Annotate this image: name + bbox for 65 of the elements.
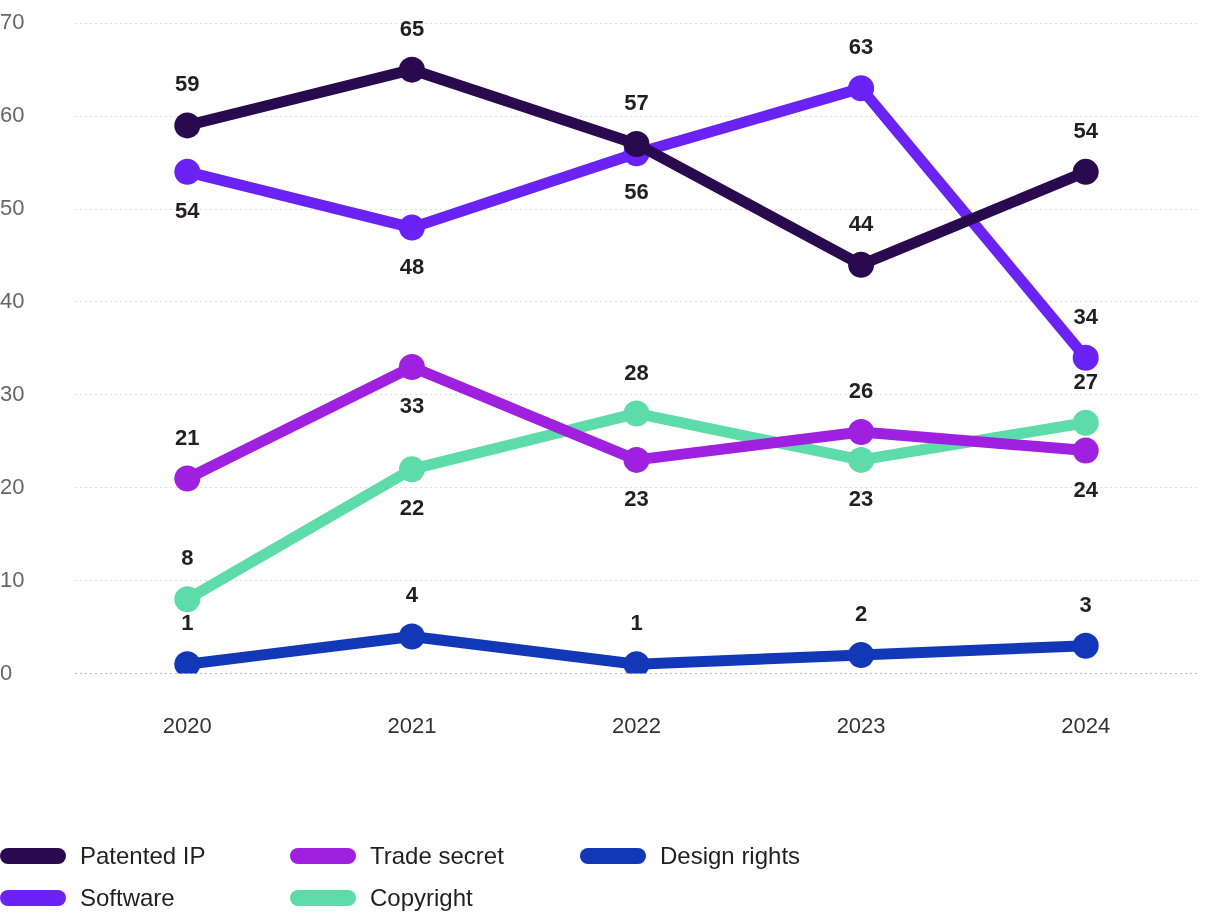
data-label: 56 <box>624 179 649 205</box>
legend-label: Design rights <box>660 842 801 870</box>
x-tick-label: 2022 <box>612 712 661 738</box>
point <box>848 75 875 102</box>
data-label: 44 <box>848 210 875 236</box>
data-label: 54 <box>175 197 201 223</box>
y-tick-label: 20 <box>0 473 25 499</box>
y-tick-label: 50 <box>0 195 25 221</box>
point <box>1072 437 1099 464</box>
point <box>174 586 201 613</box>
point <box>623 446 650 473</box>
legend-label: Trade secret <box>370 842 504 870</box>
y-tick-label: 60 <box>0 102 25 128</box>
data-label: 54 <box>1073 117 1099 143</box>
point <box>848 251 875 278</box>
legend-label: Software <box>80 884 175 912</box>
data-label: 65 <box>399 15 425 41</box>
data-label: 59 <box>175 71 200 97</box>
point <box>1072 632 1099 659</box>
data-label: 4 <box>405 582 419 608</box>
point <box>398 56 425 83</box>
data-label: 21 <box>175 424 200 450</box>
point <box>398 623 425 650</box>
point <box>174 158 201 185</box>
data-label: 3 <box>1079 591 1092 617</box>
y-tick-label: 30 <box>0 380 25 406</box>
point <box>848 642 875 669</box>
data-label: 27 <box>1073 368 1098 394</box>
point <box>398 353 425 380</box>
y-tick-label: 40 <box>0 288 25 314</box>
data-label: 23 <box>848 485 874 511</box>
legend-label: Patented IP <box>80 842 206 870</box>
x-tick-label: 2020 <box>162 712 212 738</box>
point <box>1072 409 1099 436</box>
data-label: 63 <box>848 34 874 60</box>
data-label: 1 <box>181 610 194 636</box>
data-label: 24 <box>1073 476 1099 502</box>
data-label: 1 <box>630 610 643 636</box>
y-tick-label: 0 <box>0 659 13 685</box>
x-tick-label: 2023 <box>836 712 886 738</box>
legend-label: Copyright <box>370 884 473 912</box>
data-label: 8 <box>181 545 194 571</box>
data-label: 28 <box>624 359 649 385</box>
y-tick-label: 10 <box>0 566 25 592</box>
x-tick-label: 2021 <box>387 712 437 738</box>
point <box>1072 158 1099 185</box>
data-label: 2 <box>854 601 868 627</box>
point <box>848 446 875 473</box>
data-label: 22 <box>399 495 425 521</box>
y-tick-label: 70 <box>0 9 25 35</box>
point <box>174 465 201 492</box>
data-label: 48 <box>399 253 425 279</box>
point <box>848 419 875 446</box>
data-label: 34 <box>1073 303 1099 329</box>
data-label: 23 <box>624 485 649 511</box>
data-label: 57 <box>624 90 649 116</box>
point <box>398 456 425 483</box>
point <box>623 130 650 157</box>
point <box>398 214 425 241</box>
point <box>623 400 650 427</box>
point <box>174 112 201 139</box>
x-tick-label: 2024 <box>1061 712 1111 738</box>
data-label: 26 <box>848 378 874 404</box>
point <box>1072 344 1099 371</box>
data-label: 33 <box>399 393 425 419</box>
